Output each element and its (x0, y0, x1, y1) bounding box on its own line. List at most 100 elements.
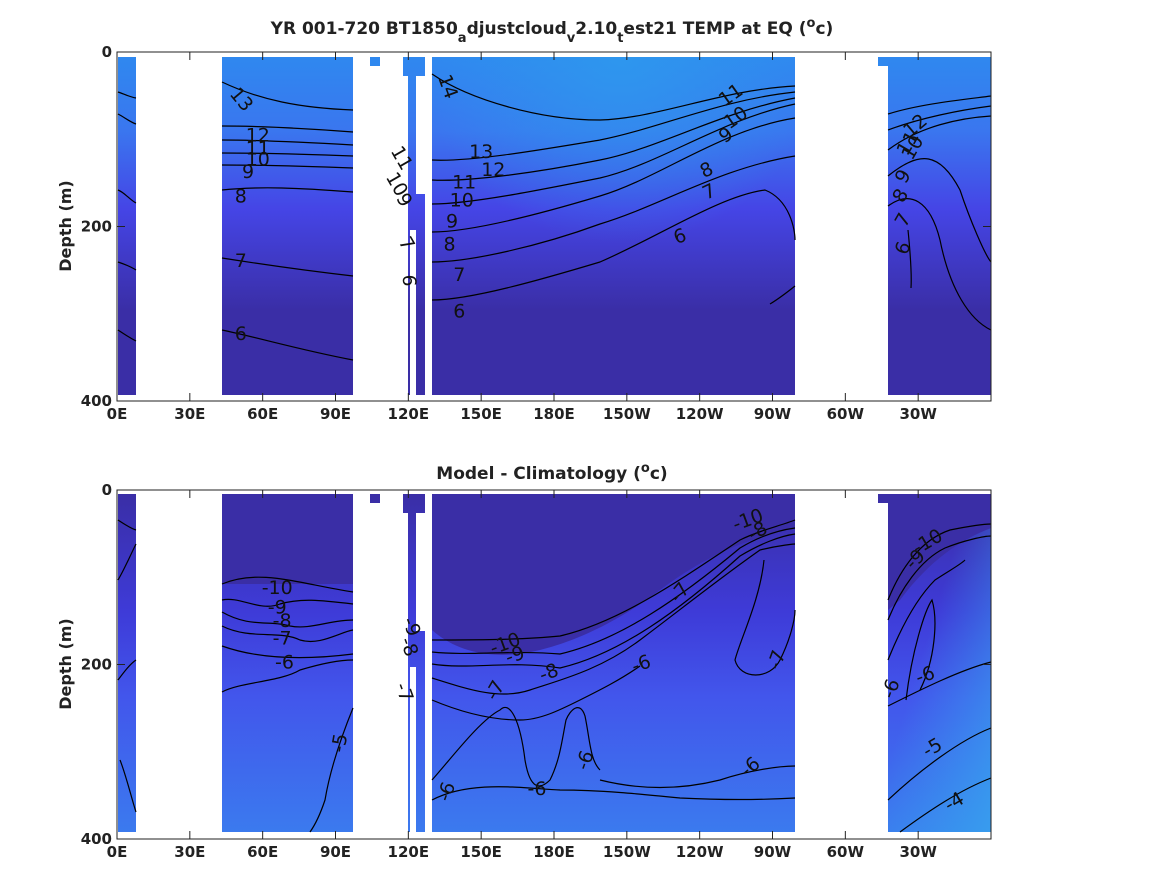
x-tick-label: 120W (676, 843, 724, 861)
top-chart-title: YR 001-720 BT1850adjustcloudv2.10test21 … (270, 16, 834, 46)
contour-line (431, 786, 796, 801)
x-tick-label: 180E (533, 405, 575, 423)
cold-anomaly-region (222, 494, 353, 584)
x-tick-label: 60E (247, 843, 278, 861)
contour-line (431, 189, 796, 301)
contour-label: 11 (246, 137, 270, 159)
x-tick-label: 120W (676, 405, 724, 423)
contour-line (221, 257, 354, 277)
land-mask (403, 76, 408, 395)
contour-label: 7 (453, 264, 465, 286)
title-superscript: o (807, 16, 816, 31)
bottom-contour-lines (117, 519, 992, 833)
contour-line (431, 527, 796, 655)
land-mask (403, 513, 408, 832)
contour-label: 8 (235, 185, 247, 207)
x-tick-label: 30W (899, 405, 937, 423)
contour-label: 13 (469, 141, 493, 163)
contour-label: -10 (262, 577, 293, 599)
title-subscript: v (567, 31, 576, 46)
contour-line (221, 611, 354, 628)
title-part: c) (815, 19, 833, 39)
x-tick-label: 90W (754, 843, 792, 861)
title-part: djustcloud (467, 19, 567, 39)
bottom-land-gaps (403, 494, 888, 832)
bottom-y-ticks: 0 200 400 (81, 481, 991, 848)
title-part: Model - Climatology ( (436, 464, 641, 484)
ocean-segment (118, 57, 136, 395)
contour-line (431, 533, 796, 669)
contour-label: -6 (275, 651, 294, 673)
title-part: c) (650, 464, 668, 484)
top-x-ticks: 0E 30E 60E 90E 120E 150E 180E 150W 120W 90W 60W 30W (107, 52, 937, 423)
bottom-y-axis-label: Depth (m) (56, 618, 75, 710)
contour-line (887, 727, 992, 801)
ocean-segment (222, 57, 353, 395)
contour-line (117, 519, 137, 531)
x-tick-label: 180E (533, 843, 575, 861)
contour-label: 9 (242, 161, 254, 183)
contour-label: 11 (452, 171, 476, 193)
y-tick-label: 400 (81, 392, 112, 410)
top-ocean-fill (118, 57, 991, 395)
contour-line (117, 261, 137, 271)
contour-line (221, 329, 354, 361)
contour-line (117, 91, 137, 99)
ocean-segment (878, 57, 888, 66)
title-superscript: o (641, 461, 650, 476)
land-mask (410, 230, 416, 395)
x-tick-label: 30W (899, 843, 937, 861)
contour-line (221, 152, 354, 157)
contour-line (221, 625, 354, 642)
x-tick-label: 120E (388, 405, 430, 423)
contour-line (887, 198, 992, 331)
contour-label: 6 (453, 301, 465, 323)
contour-line (907, 229, 912, 289)
land-mask (410, 667, 416, 832)
contour-line (887, 535, 992, 621)
contour-label: 10 (450, 190, 474, 212)
contour-line (887, 158, 992, 263)
contour-line (431, 103, 796, 205)
title-subscript: a (458, 31, 467, 46)
ocean-segment (878, 494, 888, 503)
contour-line (221, 598, 354, 607)
contour-line (905, 598, 936, 701)
contour-line (431, 543, 796, 695)
contour-line (309, 707, 354, 833)
contour-label: 12 (481, 159, 505, 181)
ocean-segment (370, 57, 380, 66)
contour-line (599, 765, 796, 789)
contour-line (887, 95, 992, 115)
cold-anomaly-region (888, 494, 991, 610)
contour-line (431, 117, 796, 233)
bottom-chart-title: Model - Climatology (oc) (436, 461, 667, 484)
x-tick-label: 60W (827, 843, 865, 861)
contour-line (119, 759, 137, 813)
x-tick-label: 90W (754, 405, 792, 423)
x-tick-label: 90E (320, 843, 351, 861)
contour-line (221, 125, 354, 133)
x-tick-label: 0E (107, 843, 128, 861)
contour-line (221, 576, 354, 593)
land-mask (416, 76, 425, 194)
x-tick-label: 0E (107, 405, 128, 423)
x-tick-label: 30E (174, 405, 205, 423)
title-subscript: t (617, 31, 623, 46)
contour-line (887, 115, 992, 151)
ocean-segment (370, 494, 380, 503)
x-tick-label: 150E (460, 843, 502, 861)
contour-line (887, 523, 992, 601)
top-panel: 1413121110987613121110987667891011111097… (56, 16, 992, 423)
contour-line (117, 113, 137, 125)
contour-line (221, 187, 354, 193)
contour-line (431, 519, 796, 641)
top-y-axis-label: Depth (m) (56, 180, 75, 272)
bottom-panel: -10-9-8-7-6-5-10-9-8-7-6-7-10-8-7-6 -6-6-… (56, 461, 992, 861)
contour-line (117, 189, 137, 204)
contour-label: 12 (246, 124, 270, 146)
contour-line (221, 164, 354, 169)
x-tick-label: 120E (388, 843, 430, 861)
x-tick-label: 90E (320, 405, 351, 423)
warm-pool-shading (432, 57, 795, 395)
